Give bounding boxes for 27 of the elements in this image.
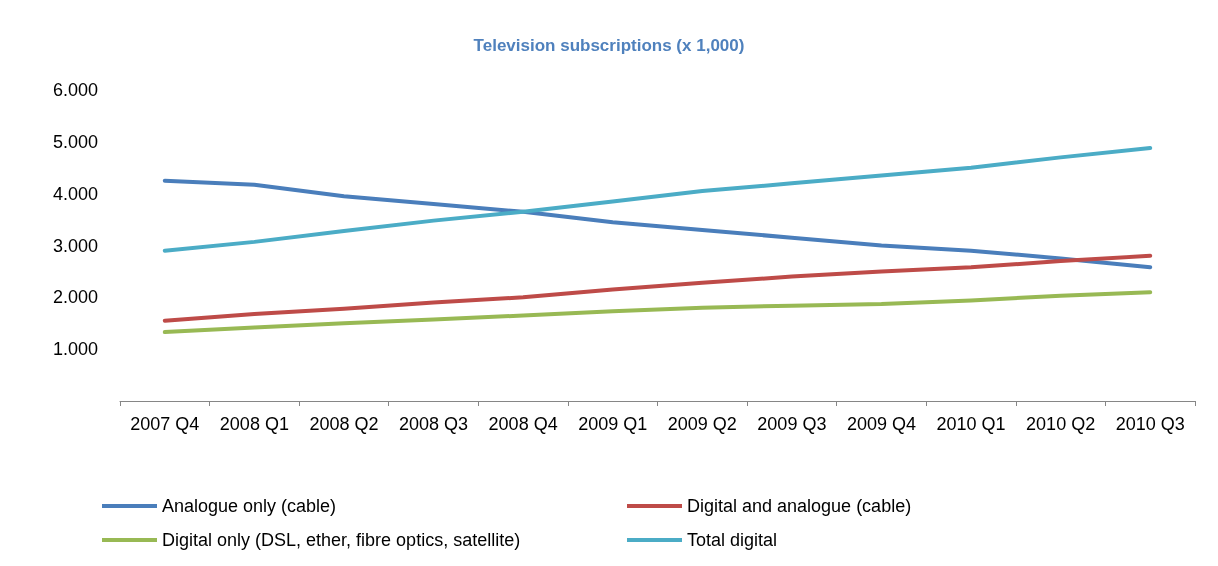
x-tick-label: 2009 Q1 — [578, 414, 648, 434]
line-series — [162, 146, 1153, 253]
x-tick-label: 2008 Q2 — [309, 414, 379, 434]
chart-title: Television subscriptions (x 1,000) — [473, 36, 745, 55]
x-tick-label: 2010 Q1 — [936, 414, 1006, 434]
y-tick-label: 6.000 — [52, 80, 98, 100]
legend-label: Total digital — [687, 530, 778, 550]
y-tick-label: 1.000 — [52, 339, 98, 360]
legend-label: Analogue only (cable) — [162, 496, 337, 516]
line-series — [162, 290, 1153, 335]
line-series — [162, 178, 1153, 270]
x-tick-label: 2007 Q4 — [130, 414, 200, 434]
x-tick-label: 2008 Q4 — [488, 414, 558, 434]
x-tick-label: 2010 Q2 — [1026, 414, 1096, 434]
line-series — [162, 253, 1153, 323]
legend-label: Digital only (DSL, ether, fibre optics, satellite) — [162, 530, 521, 550]
y-tick-label: 4.000 — [52, 183, 98, 204]
x-tick-label: 2010 Q3 — [1115, 414, 1185, 434]
y-tick-label: 2.000 — [52, 287, 98, 308]
y-tick-label: 5.000 — [52, 131, 98, 152]
x-tick-label: 2008 Q1 — [219, 414, 289, 434]
x-tick-label: 2009 Q3 — [757, 414, 827, 434]
legend-label: Digital and analogue (cable) — [687, 496, 912, 516]
x-tick-label: 2008 Q3 — [399, 414, 469, 434]
x-tick-label: 2009 Q4 — [846, 414, 916, 434]
x-tick-label: 2009 Q2 — [667, 414, 737, 434]
y-tick-label: 3.000 — [52, 235, 98, 256]
